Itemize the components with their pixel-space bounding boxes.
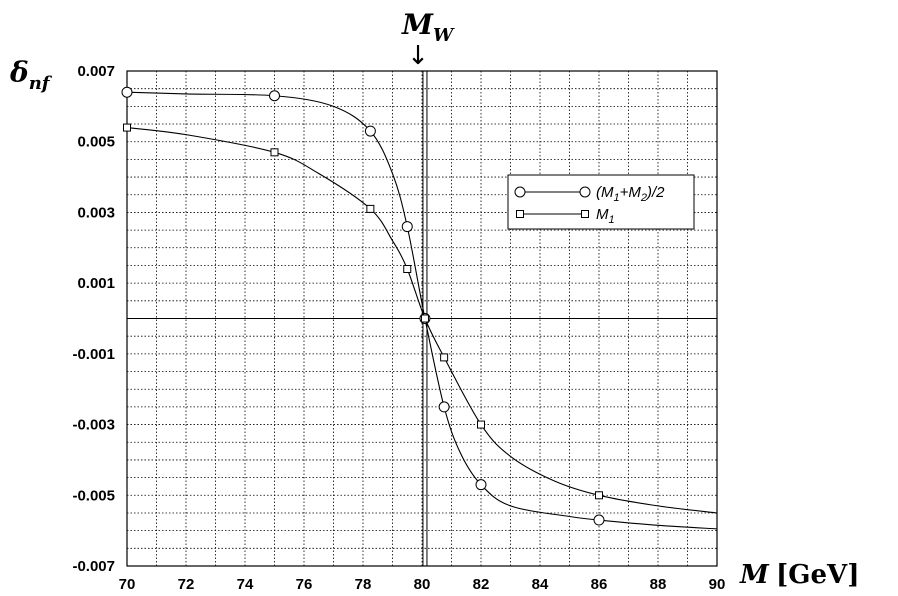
x-tick-label: 70 (119, 576, 136, 593)
x-tick-label: 84 (532, 576, 549, 593)
x-tick-label: 86 (591, 576, 608, 593)
x-tick-label: 90 (709, 576, 726, 593)
x-tick-label: 72 (178, 576, 195, 593)
data-point-circle (401, 221, 413, 233)
x-axis-label: M (739, 560, 770, 590)
y-tick-label: 0.003 (77, 204, 115, 221)
data-point-circle (475, 479, 487, 491)
y-tick-label: -0.007 (72, 558, 115, 575)
series-line-0 (126, 91, 718, 530)
y-axis-label: δnf (9, 56, 53, 94)
grid (127, 71, 717, 566)
y-tick-label: -0.005 (72, 487, 115, 504)
data-point-square (403, 265, 412, 273)
legend-marker-0-right (579, 186, 591, 198)
x-axis-unit: [GeV] (776, 560, 860, 590)
data-point-circle (269, 90, 280, 102)
data-point-square (123, 123, 131, 132)
legend-box (507, 174, 695, 230)
legend-label-1: M1 (596, 206, 615, 226)
x-tick-label: 82 (473, 576, 490, 593)
legend: (M1+M2)/2 M1 (507, 174, 695, 230)
legend-label-0: (M1+M2)/2 (596, 184, 665, 204)
x-tick-label: 80 (414, 576, 431, 593)
x-tick-label: 88 (650, 576, 667, 593)
y-tick-label: 0.007 (77, 63, 115, 80)
data-point-square (440, 353, 449, 362)
y-tick-label: 0.001 (77, 275, 115, 292)
y-tick-label: -0.003 (72, 417, 115, 434)
data-point-square (270, 148, 279, 157)
y-tick-label: 0.005 (77, 134, 115, 151)
legend-marker-1-left (516, 210, 524, 218)
mw-annotation: MW (401, 8, 455, 46)
data-point-square (595, 491, 603, 500)
x-tick-label: 76 (296, 576, 313, 593)
y-tick-label: -0.001 (72, 346, 115, 363)
tick-labels: 70 72 74 76 78 80 82 84 86 88 90 0.007 0.005 0.003 0.0… (72, 63, 725, 593)
series-layer (121, 86, 718, 530)
data-point-circle (438, 401, 450, 413)
legend-marker-1-right (581, 210, 589, 218)
x-tick-label: 74 (237, 576, 254, 593)
data-point-circle (121, 86, 133, 98)
data-point-circle (364, 125, 376, 137)
mw-arrow-icon: ↓ (407, 41, 429, 71)
legend-marker-0-left (514, 186, 526, 198)
data-point-square (366, 204, 375, 213)
x-tick-label: 78 (355, 576, 372, 593)
data-point-circle (593, 514, 605, 526)
data-point-square (420, 314, 429, 323)
data-point-square (477, 420, 485, 429)
